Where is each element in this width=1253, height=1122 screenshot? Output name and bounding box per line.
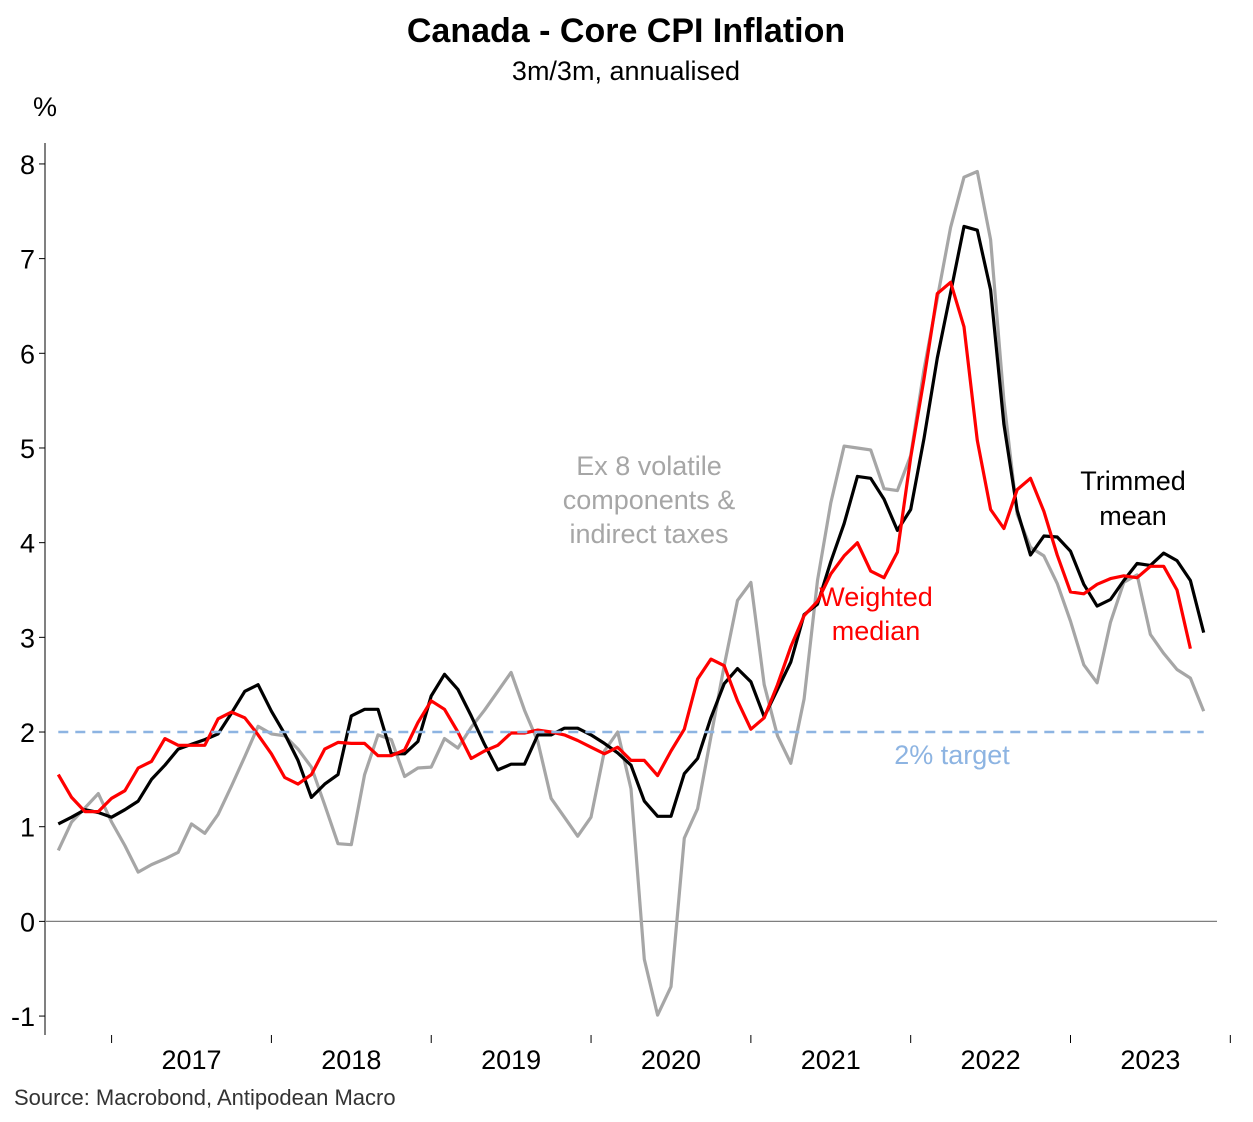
annotation-1-line-1: mean [1099, 501, 1167, 531]
annotation-2-line-1: median [832, 616, 921, 646]
x-tick-label-2021: 2021 [801, 1045, 861, 1075]
y-tick-label: 7 [20, 245, 35, 275]
chart-subtitle: 3m/3m, annualised [512, 56, 740, 86]
y-tick-label: -1 [11, 1002, 35, 1032]
annotation-0-line-0: Ex 8 volatile [576, 451, 722, 481]
series-line-0 [56, 169, 1206, 1017]
y-tick-label: 3 [20, 623, 35, 653]
y-tick-label: 4 [20, 529, 35, 559]
y-tick-label: 2 [20, 718, 35, 748]
x-tick-label-2020: 2020 [641, 1045, 701, 1075]
annotations: Ex 8 volatile components & indirect taxes T… [563, 451, 1186, 770]
x-tick-label-2023: 2023 [1120, 1045, 1180, 1075]
series-line-1 [57, 224, 1206, 826]
series-lines [56, 169, 1206, 1017]
annotation-3-line-0: 2% target [894, 740, 1010, 770]
y-tick-label: 5 [20, 434, 35, 464]
y-tick-label: 8 [20, 150, 35, 180]
annotation-0-line-2: indirect taxes [569, 519, 728, 549]
source-note: Source: Macrobond, Antipodean Macro [14, 1085, 396, 1110]
x-tick-label-2022: 2022 [961, 1045, 1021, 1075]
chart-title: Canada - Core CPI Inflation [407, 12, 845, 50]
annotation-2-line-0: Weighted [819, 582, 933, 612]
y-axis-unit-label: % [33, 92, 57, 122]
annotation-1-line-0: Trimmed [1080, 466, 1186, 496]
x-tick-label-2017: 2017 [161, 1045, 221, 1075]
y-tick-label: 6 [20, 339, 35, 369]
x-tick-label-2018: 2018 [321, 1045, 381, 1075]
x-tick-label-2019: 2019 [481, 1045, 541, 1075]
annotation-0-line-1: components & [563, 485, 736, 515]
y-tick-label: 1 [20, 813, 35, 843]
series-line-2 [56, 280, 1192, 814]
axes: -1 0 1 2 3 4 5 6 7 8 2017 2018 2019 2020 2021 2022 2023 [11, 143, 1231, 1075]
y-tick-label: 0 [20, 907, 35, 937]
